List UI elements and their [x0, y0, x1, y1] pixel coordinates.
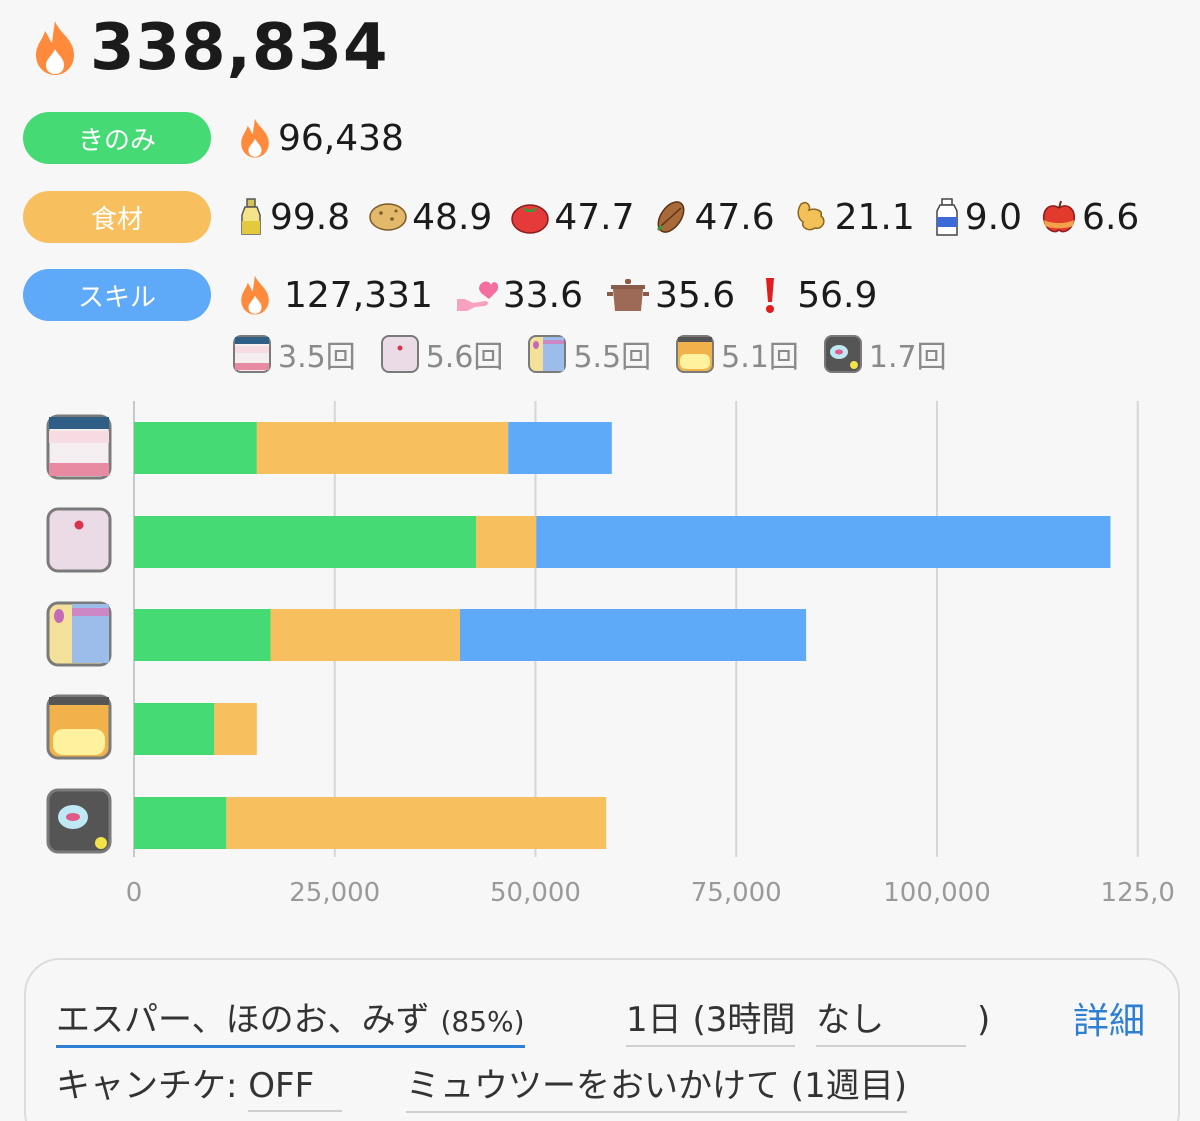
- period-value[interactable]: 1日 (3時間: [626, 992, 796, 1047]
- bar-segment: [256, 422, 509, 474]
- meal-count: 5.5回: [527, 332, 651, 376]
- period-option[interactable]: なし: [816, 992, 967, 1047]
- potato-icon: [369, 203, 407, 231]
- bar-segment: [226, 797, 607, 849]
- pot-icon: [607, 279, 650, 311]
- ingredient-item: 21.1: [793, 197, 915, 238]
- ingredient-item: 99.8: [236, 197, 350, 238]
- flame-icon: [36, 21, 74, 75]
- bar-segment: [508, 422, 612, 474]
- x-tick-label: 25,000: [289, 878, 380, 908]
- type-label: エスパー、ほのお、みず: [56, 1000, 430, 1040]
- tomato-icon: [511, 204, 550, 234]
- skill-item: 35.6: [605, 275, 735, 316]
- bar-segment: [134, 703, 215, 755]
- meal-count: 3.5回: [232, 332, 356, 376]
- x-tick-label: 125,0: [1101, 878, 1175, 908]
- meal-icon-5: [46, 788, 112, 854]
- bar-segment: [214, 703, 257, 755]
- flame-icon: [241, 275, 269, 315]
- skill-item: 33.6: [455, 275, 583, 316]
- berry-tab[interactable]: きのみ: [23, 112, 211, 164]
- bar-segment: [476, 516, 537, 568]
- x-tick-label: 50,000: [490, 878, 581, 908]
- skill-item: 127,331: [236, 274, 433, 316]
- apple-icon: [1043, 200, 1076, 233]
- detail-link[interactable]: 詳細: [1073, 1001, 1146, 1042]
- event-value[interactable]: ミュウツーをおいかけて (1週目): [406, 1058, 907, 1113]
- heart-hand-icon: [456, 281, 498, 311]
- type-percent: (85%): [440, 1005, 525, 1038]
- bar-segment: [134, 797, 227, 849]
- meal-icon-3: [46, 601, 112, 667]
- meal-count: 1.7回: [823, 332, 947, 376]
- exclamation-icon: [766, 278, 775, 313]
- strength-breakdown-chart: 0 25,000 50,000 75,000 100,000 125,0: [46, 401, 1175, 908]
- ingredient-item: 47.7: [510, 197, 634, 238]
- bar-segment: [536, 516, 1111, 568]
- x-tick-label: 100,000: [883, 878, 991, 908]
- berry-row: 96,438: [236, 112, 404, 164]
- milk-icon: [936, 198, 958, 236]
- meal-icon-5: [823, 335, 862, 373]
- candy-label: キャンチケ:: [56, 1066, 249, 1106]
- bar-segment: [134, 609, 271, 661]
- bar-segment: [270, 609, 461, 661]
- ingredient-item: 9.0: [933, 197, 1022, 238]
- bar-segment: [134, 516, 477, 568]
- period-close: ): [976, 1000, 991, 1040]
- period-selector[interactable]: 1日 (3時間 なし ): [626, 992, 990, 1047]
- x-tick-label: 75,000: [691, 878, 782, 908]
- meal-count: 5.1回: [675, 332, 799, 376]
- berry-value: 96,438: [278, 117, 404, 159]
- candy-ticket-toggle[interactable]: キャンチケ: OFF: [56, 1058, 343, 1112]
- flame-icon: [241, 118, 269, 158]
- total-value: 338,834: [90, 11, 389, 85]
- meal-count-row: 3.5回 5.6回 5.5回 5.1回 1.7回: [232, 333, 971, 375]
- bar-segment: [134, 422, 257, 474]
- meal-icon-3: [528, 335, 567, 373]
- cacao-icon: [657, 201, 685, 233]
- settings-panel: エスパー、ほのお、みず (85%) 1日 (3時間 なし ) 詳細 キャンチケ:…: [24, 958, 1180, 1121]
- event-selector[interactable]: ミュウツーをおいかけて (1週目): [406, 1058, 907, 1113]
- ingredient-tab[interactable]: 食材: [23, 191, 211, 243]
- meal-count: 5.6回: [380, 332, 503, 376]
- total-strength: 338,834: [30, 8, 389, 88]
- skill-row: 127,331 33.6 35.6 56.9: [236, 269, 899, 321]
- candy-value[interactable]: OFF: [248, 1066, 343, 1112]
- ingredient-item: 48.9: [368, 197, 492, 238]
- meal-icon-2: [380, 335, 419, 373]
- oil-icon: [241, 198, 261, 235]
- x-tick-label: 0: [126, 878, 143, 908]
- ingredient-row: 99.8 48.9 47.7 47.6 21.1: [236, 191, 1157, 243]
- meal-icon-4: [676, 335, 715, 373]
- skill-tab[interactable]: スキル: [23, 269, 211, 321]
- type-selector[interactable]: エスパー、ほのお、みず (85%): [56, 992, 525, 1048]
- ingredient-item: 47.6: [652, 197, 775, 238]
- ingredient-item: 6.6: [1040, 197, 1139, 238]
- meal-icon-1: [233, 335, 271, 373]
- skill-item: 56.9: [757, 275, 877, 316]
- ginger-icon: [797, 201, 825, 231]
- meal-icon-4: [46, 694, 112, 760]
- bar-segment: [460, 609, 807, 661]
- meal-icon-2: [46, 507, 112, 573]
- meal-icon-1: [46, 414, 112, 480]
